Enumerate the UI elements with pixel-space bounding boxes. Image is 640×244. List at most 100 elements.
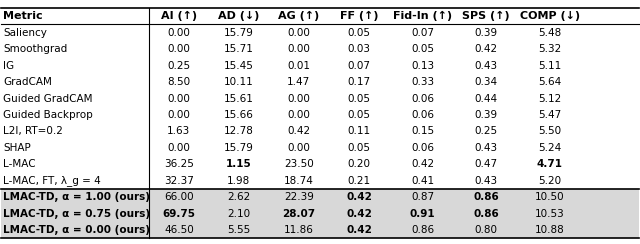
Text: 0.07: 0.07: [411, 28, 434, 38]
Text: 0.43: 0.43: [474, 143, 498, 153]
Text: FF (↑): FF (↑): [340, 11, 378, 21]
Text: Guided GradCAM: Guided GradCAM: [3, 93, 93, 103]
Bar: [1, 205, 639, 222]
Text: 0.86: 0.86: [411, 225, 434, 235]
Text: 5.20: 5.20: [538, 176, 561, 186]
Text: 0.42: 0.42: [287, 126, 310, 136]
Text: 15.71: 15.71: [224, 44, 254, 54]
Text: 0.11: 0.11: [348, 126, 371, 136]
Text: 0.39: 0.39: [474, 28, 498, 38]
Text: 1.47: 1.47: [287, 77, 310, 87]
Text: L-MAC, FT, λ_g = 4: L-MAC, FT, λ_g = 4: [3, 175, 101, 186]
Text: Smoothgrad: Smoothgrad: [3, 44, 67, 54]
Text: 0.91: 0.91: [410, 209, 435, 219]
Text: 0.33: 0.33: [411, 77, 434, 87]
Text: AI (↑): AI (↑): [161, 11, 197, 21]
Text: 0.86: 0.86: [473, 192, 499, 202]
Text: 0.06: 0.06: [411, 93, 434, 103]
Text: SHAP: SHAP: [3, 143, 31, 153]
Text: 5.24: 5.24: [538, 143, 561, 153]
Bar: [1, 189, 639, 205]
Text: 18.74: 18.74: [284, 176, 314, 186]
Text: 5.47: 5.47: [538, 110, 561, 120]
Text: 0.05: 0.05: [348, 28, 371, 38]
Text: Saliency: Saliency: [3, 28, 47, 38]
Text: 12.78: 12.78: [224, 126, 254, 136]
Text: 2.10: 2.10: [227, 209, 250, 219]
Text: 0.05: 0.05: [348, 143, 371, 153]
Text: 0.42: 0.42: [346, 225, 372, 235]
Text: 0.44: 0.44: [474, 93, 498, 103]
Text: 0.86: 0.86: [473, 209, 499, 219]
Text: 5.12: 5.12: [538, 93, 561, 103]
Text: 15.61: 15.61: [224, 93, 254, 103]
Text: 0.00: 0.00: [287, 110, 310, 120]
Text: 0.25: 0.25: [167, 61, 191, 71]
Text: 0.05: 0.05: [348, 93, 371, 103]
Text: 0.17: 0.17: [348, 77, 371, 87]
Text: 0.39: 0.39: [474, 110, 498, 120]
Text: 10.53: 10.53: [534, 209, 564, 219]
Text: AD (↓): AD (↓): [218, 11, 260, 21]
Text: LMAC-TD, α = 1.00 (ours): LMAC-TD, α = 1.00 (ours): [3, 192, 150, 202]
Text: Fid-In (↑): Fid-In (↑): [393, 11, 452, 21]
Text: 5.32: 5.32: [538, 44, 561, 54]
Text: 0.05: 0.05: [348, 110, 371, 120]
Text: 5.55: 5.55: [227, 225, 250, 235]
Text: 0.13: 0.13: [411, 61, 434, 71]
Text: LMAC-TD, α = 0.75 (ours): LMAC-TD, α = 0.75 (ours): [3, 209, 150, 219]
Text: 0.03: 0.03: [348, 44, 371, 54]
Text: 69.75: 69.75: [163, 209, 195, 219]
Text: 4.71: 4.71: [536, 159, 563, 169]
Text: L2I, RT=0.2: L2I, RT=0.2: [3, 126, 63, 136]
Text: 36.25: 36.25: [164, 159, 194, 169]
Text: Guided Backprop: Guided Backprop: [3, 110, 93, 120]
Text: 10.50: 10.50: [535, 192, 564, 202]
Text: 0.00: 0.00: [168, 93, 190, 103]
Text: 0.00: 0.00: [287, 28, 310, 38]
Text: 32.37: 32.37: [164, 176, 194, 186]
Text: 46.50: 46.50: [164, 225, 194, 235]
Text: 0.00: 0.00: [168, 28, 190, 38]
Text: 0.47: 0.47: [474, 159, 498, 169]
Text: 28.07: 28.07: [282, 209, 316, 219]
Text: 0.42: 0.42: [346, 192, 372, 202]
Text: GradCAM: GradCAM: [3, 77, 52, 87]
Text: 15.45: 15.45: [224, 61, 254, 71]
Text: 0.20: 0.20: [348, 159, 371, 169]
Text: 0.01: 0.01: [287, 61, 310, 71]
Text: 0.00: 0.00: [168, 44, 190, 54]
Text: 1.15: 1.15: [226, 159, 252, 169]
Text: 1.98: 1.98: [227, 176, 250, 186]
Text: 22.39: 22.39: [284, 192, 314, 202]
Text: 0.43: 0.43: [474, 176, 498, 186]
Text: 1.63: 1.63: [167, 126, 191, 136]
Text: 0.21: 0.21: [348, 176, 371, 186]
Text: 8.50: 8.50: [167, 77, 191, 87]
Text: 0.06: 0.06: [411, 110, 434, 120]
Text: 0.15: 0.15: [411, 126, 434, 136]
Text: 0.42: 0.42: [474, 44, 498, 54]
Text: 0.00: 0.00: [287, 44, 310, 54]
Text: 5.64: 5.64: [538, 77, 561, 87]
Text: AG (↑): AG (↑): [278, 11, 319, 21]
Text: IG: IG: [3, 61, 14, 71]
Text: SPS (↑): SPS (↑): [462, 11, 510, 21]
Text: 10.88: 10.88: [534, 225, 564, 235]
Text: 0.07: 0.07: [348, 61, 371, 71]
Text: 66.00: 66.00: [164, 192, 194, 202]
Text: 0.80: 0.80: [474, 225, 497, 235]
Text: 5.50: 5.50: [538, 126, 561, 136]
Text: 0.25: 0.25: [474, 126, 498, 136]
Text: 0.00: 0.00: [287, 93, 310, 103]
Text: L-MAC: L-MAC: [3, 159, 36, 169]
Text: 0.42: 0.42: [411, 159, 434, 169]
Text: 5.11: 5.11: [538, 61, 561, 71]
Text: 0.41: 0.41: [411, 176, 434, 186]
Text: 0.43: 0.43: [474, 61, 498, 71]
Text: 10.11: 10.11: [224, 77, 254, 87]
Text: 5.48: 5.48: [538, 28, 561, 38]
Text: 0.05: 0.05: [411, 44, 434, 54]
Text: 0.34: 0.34: [474, 77, 498, 87]
Text: 0.00: 0.00: [168, 143, 190, 153]
